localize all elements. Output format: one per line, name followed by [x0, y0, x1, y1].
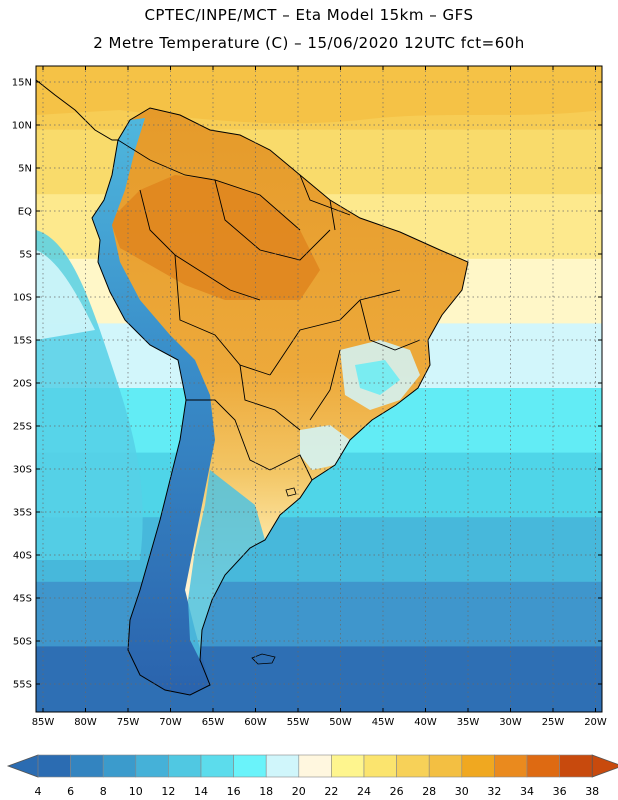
- lon-label: 30W: [499, 717, 522, 728]
- colorbar-segment: [363, 754, 397, 778]
- colorbar-segment: [559, 754, 593, 778]
- lon-label: 40W: [414, 717, 437, 728]
- colorbar-low-arrow: [6, 754, 39, 778]
- colorbar: 4 6 8 10 12 14 16 18 20 22 24 26 28 30 32 34 36 38: [6, 754, 618, 798]
- colorbar-label: 26: [390, 785, 404, 798]
- ocean-band: [36, 581, 602, 649]
- lat-label: 45S: [13, 594, 32, 605]
- lat-label: 10S: [13, 293, 32, 304]
- lat-label: 15S: [13, 336, 32, 347]
- colorbar-label: 10: [129, 785, 143, 798]
- central-america-outline: [36, 79, 118, 141]
- lat-label: 5N: [18, 164, 32, 175]
- colorbar-segment: [428, 754, 463, 778]
- lat-label: 35S: [13, 508, 32, 519]
- colorbar-high-arrow: [591, 754, 618, 778]
- colorbar-label: 4: [35, 785, 42, 798]
- lat-label: EQ: [18, 207, 32, 218]
- map-area: [36, 66, 602, 712]
- lon-label: 20W: [584, 717, 607, 728]
- lon-label: 35W: [457, 717, 480, 728]
- colorbar-segment: [200, 754, 234, 778]
- colorbar-label: 38: [585, 785, 599, 798]
- amazon-hot-region: [110, 175, 320, 300]
- lon-label: 70W: [159, 717, 182, 728]
- southern-brazil-cool-patch: [300, 425, 350, 470]
- colorbar-segment: [102, 754, 137, 778]
- colorbar-segment: [135, 754, 169, 778]
- lat-label: 40S: [13, 551, 32, 562]
- colorbar-segment: [168, 754, 202, 778]
- pacific-light-zone: [36, 250, 95, 340]
- lon-label: 85W: [32, 717, 55, 728]
- caribbean-warm-zone: [36, 66, 602, 124]
- country-borders: [117, 139, 421, 481]
- colorbar-label: 30: [455, 785, 469, 798]
- lon-label: 45W: [372, 717, 395, 728]
- lon-label: 25W: [542, 717, 565, 728]
- colorbar-label: 8: [100, 785, 107, 798]
- colorbar-segment: [265, 754, 300, 778]
- andes-cold-strip: [92, 118, 215, 695]
- lon-label: 55W: [287, 717, 310, 728]
- lat-label: 10N: [12, 121, 32, 132]
- latitude-axis: 15N 10N 5N EQ 5S 10S 15S 20S 25S 30S 35S 40S 45S 50S 5…: [12, 78, 602, 691]
- lagoa-dos-patos: [285, 487, 297, 497]
- colorbar-segment: [37, 754, 71, 778]
- colorbar-label: 22: [324, 785, 338, 798]
- patagonia-cool-zone: [188, 470, 265, 660]
- colorbar-segment: [233, 754, 267, 778]
- colorbar-label: 6: [67, 785, 74, 798]
- colorbar-label: 20: [292, 785, 306, 798]
- lon-label: 65W: [202, 717, 225, 728]
- lat-label: 5S: [19, 250, 32, 261]
- lat-label: 50S: [13, 637, 32, 648]
- colorbar-label: 32: [487, 785, 501, 798]
- continent-outline: [91, 107, 469, 696]
- header-title-line1: CPTEC/INPE/MCT – Eta Model 15km – GFS: [144, 6, 474, 24]
- lat-label: 20S: [13, 379, 32, 390]
- colorbar-segment: [70, 754, 104, 778]
- falkland-islands: [251, 653, 276, 665]
- lat-label: 25S: [13, 422, 32, 433]
- longitude-axis: 85W 80W 75W 70W 65W 60W 55W 50W 45W 40W 35W 30W 25W 2…: [32, 66, 607, 728]
- colorbar-label: 16: [227, 785, 241, 798]
- colorbar-label: 34: [520, 785, 534, 798]
- colorbar-segment: [298, 754, 332, 778]
- colorbar-label: 24: [357, 785, 371, 798]
- brazil-highlands-cold-patch: [355, 360, 400, 395]
- ocean-band: [36, 646, 602, 712]
- lat-label: 55S: [13, 680, 32, 691]
- colorbar-label: 36: [553, 785, 567, 798]
- lon-label: 50W: [329, 717, 352, 728]
- colorbar-label: 18: [259, 785, 273, 798]
- colorbar-segment: [331, 754, 365, 778]
- colorbar-label: 12: [161, 785, 175, 798]
- colorbar-segment: [494, 754, 528, 778]
- colorbar-segment: [461, 754, 495, 778]
- header-title-line2: 2 Metre Temperature (C) – 15/06/2020 12U…: [93, 34, 525, 52]
- lon-label: 75W: [117, 717, 140, 728]
- colorbar-segment: [396, 754, 430, 778]
- colorbar-segment: [526, 754, 560, 778]
- map-frame: [35, 65, 603, 713]
- lat-label: 30S: [13, 465, 32, 476]
- lat-label: 15N: [12, 78, 32, 89]
- lon-label: 80W: [74, 717, 97, 728]
- colorbar-label: 28: [422, 785, 436, 798]
- colorbar-label: 14: [194, 785, 208, 798]
- lon-label: 60W: [244, 717, 267, 728]
